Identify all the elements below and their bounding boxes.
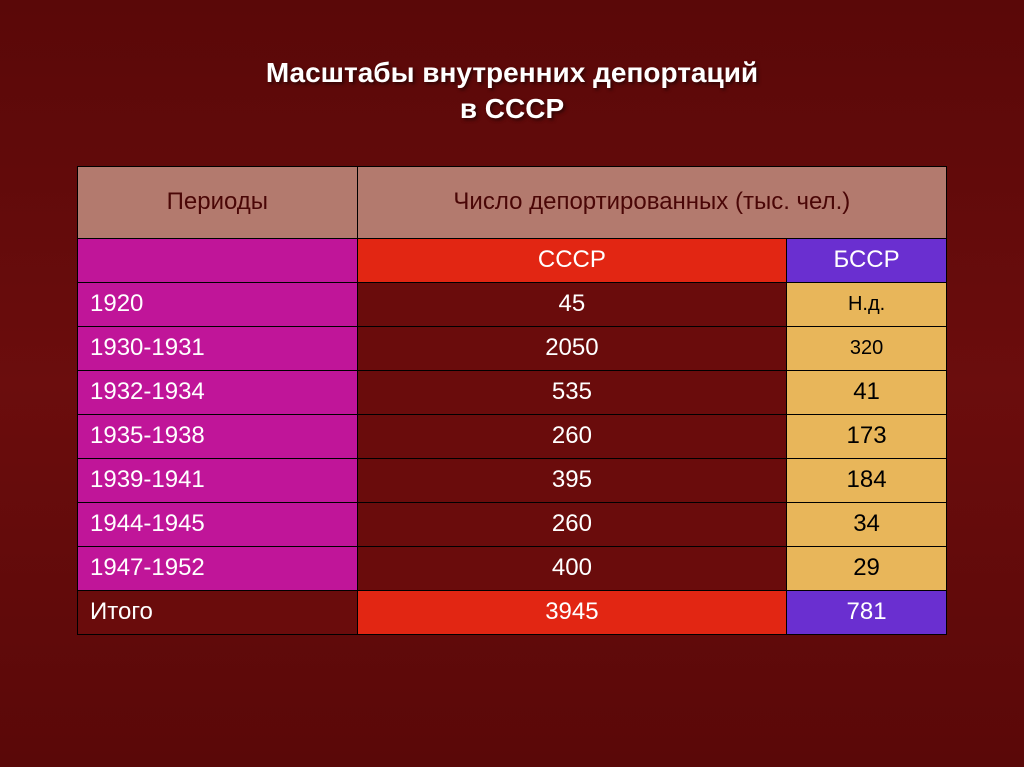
table-row: 1935-1938260173 [78,414,947,458]
slide-title: Масштабы внутренних депортаций в СССР [266,55,758,128]
table-row: 1930-19312050320 [78,326,947,370]
title-line-2: в СССР [460,93,564,124]
table-row: 1939-1941395184 [78,458,947,502]
table-row: 1947-195240029 [78,546,947,590]
header-row-2: СССРБССР [78,238,947,282]
deportations-table: ПериодыЧисло депортированных (тыс. чел.)… [77,166,947,635]
table-row: 192045Н.д. [78,282,947,326]
table-row: 1932-193453541 [78,370,947,414]
total-row: Итого3945781 [78,590,947,634]
table-row: 1944-194526034 [78,502,947,546]
header-row-1: ПериодыЧисло депортированных (тыс. чел.) [78,166,947,238]
title-line-1: Масштабы внутренних депортаций [266,57,758,88]
